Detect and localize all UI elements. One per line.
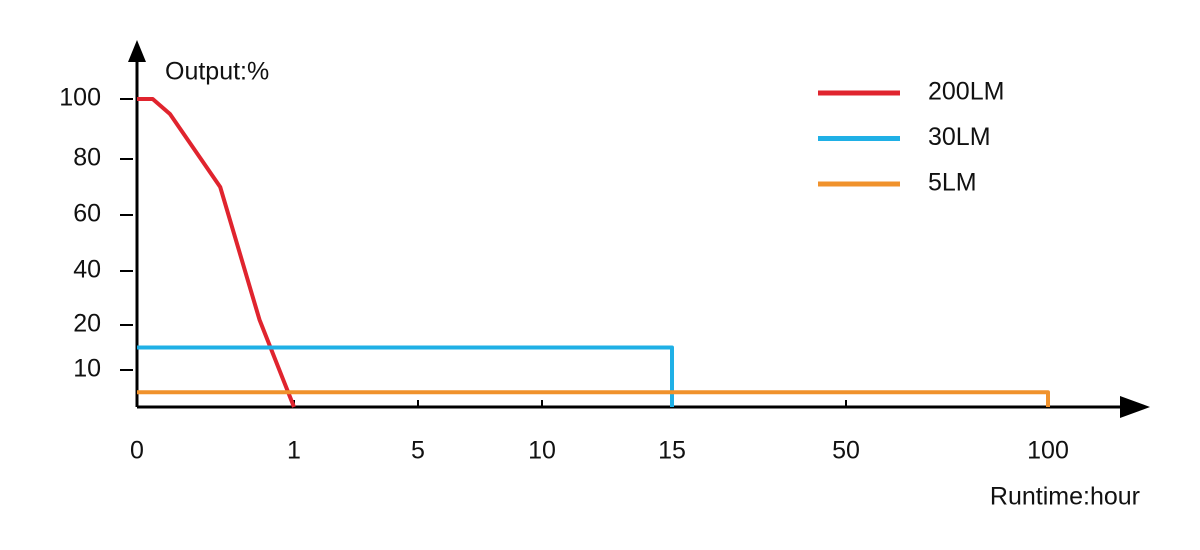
- x-tick-label: 15: [658, 437, 686, 465]
- line: [137, 345, 674, 407]
- x-tick-label: 0: [130, 437, 144, 465]
- line: [137, 97, 296, 408]
- y-tick-label: 10: [73, 355, 101, 383]
- y-axis-arrow: [128, 40, 146, 62]
- y-tick-label: 80: [73, 144, 101, 172]
- x-tick-label: 100: [1027, 437, 1069, 465]
- x-tick-label: 50: [832, 437, 860, 465]
- x-tick-label: 10: [528, 437, 556, 465]
- x-tick-label: 1: [287, 437, 301, 465]
- y-tick-label: 20: [73, 310, 101, 338]
- y-tick-label: 100: [59, 84, 101, 112]
- y-tick-label: 60: [73, 200, 101, 228]
- x-axis-label: Runtime:hour: [990, 483, 1140, 511]
- x-tick-label: 5: [411, 437, 425, 465]
- x-axis-arrow: [1120, 396, 1150, 418]
- line: [137, 390, 1050, 407]
- y-axis-label: Output:%: [165, 58, 269, 86]
- legend-label: 200LM: [928, 78, 1004, 106]
- legend-label: 30LM: [928, 123, 991, 151]
- y-tick-label: 40: [73, 256, 101, 284]
- legend-label: 5LM: [928, 169, 977, 197]
